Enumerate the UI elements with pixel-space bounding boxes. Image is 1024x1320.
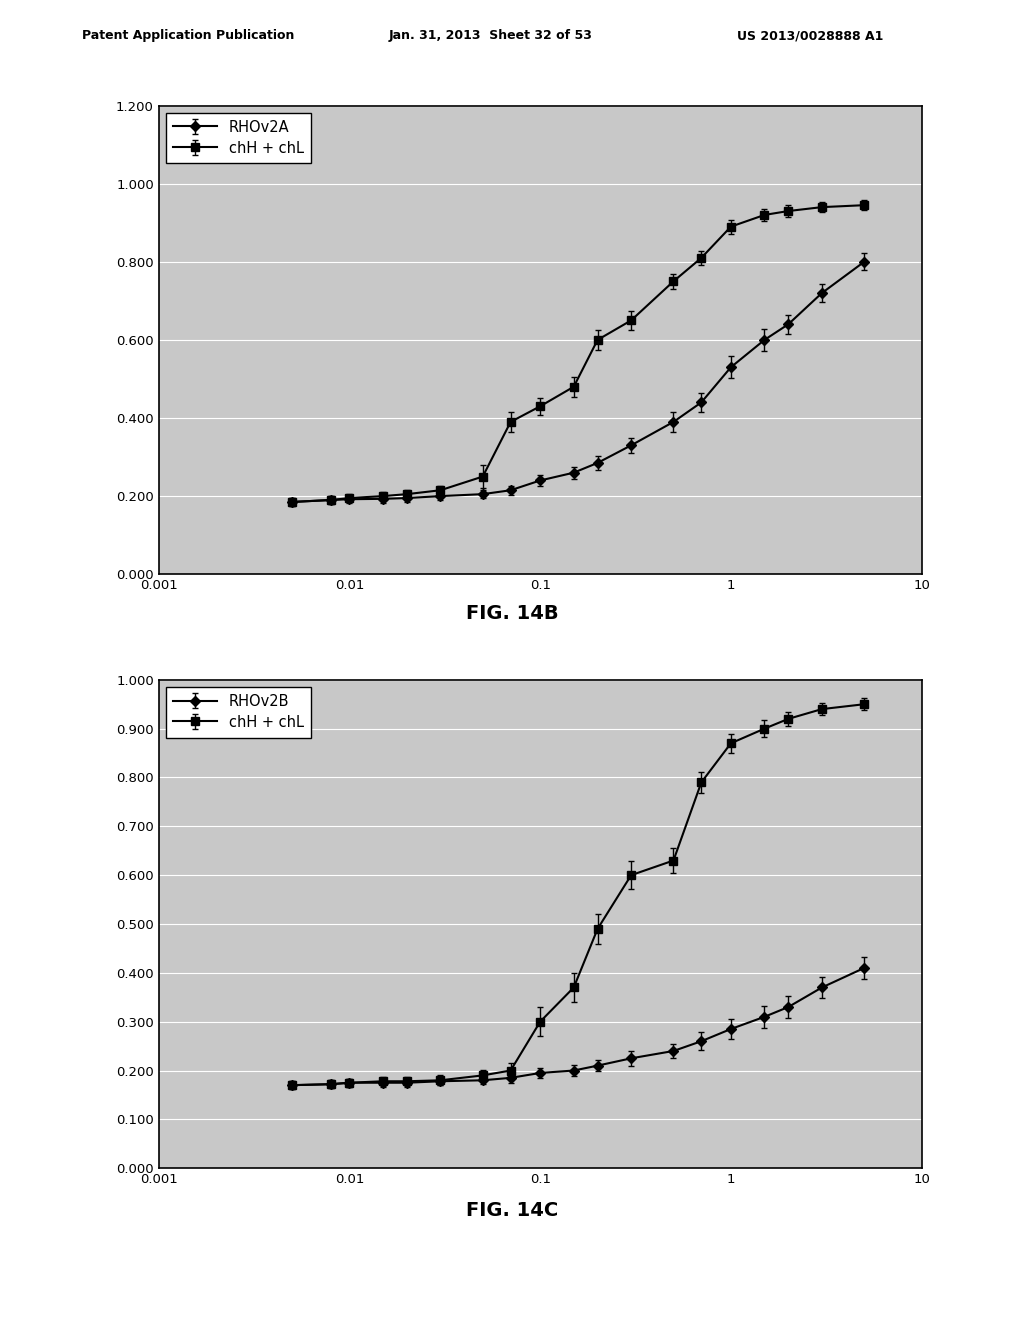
- Legend: RHOv2A, chH + chL: RHOv2A, chH + chL: [166, 114, 311, 164]
- Text: US 2013/0028888 A1: US 2013/0028888 A1: [737, 29, 884, 42]
- Text: Jan. 31, 2013  Sheet 32 of 53: Jan. 31, 2013 Sheet 32 of 53: [389, 29, 593, 42]
- Text: Patent Application Publication: Patent Application Publication: [82, 29, 294, 42]
- Text: FIG. 14C: FIG. 14C: [466, 1201, 558, 1220]
- Legend: RHOv2B, chH + chL: RHOv2B, chH + chL: [166, 688, 311, 738]
- Text: FIG. 14B: FIG. 14B: [466, 605, 558, 623]
